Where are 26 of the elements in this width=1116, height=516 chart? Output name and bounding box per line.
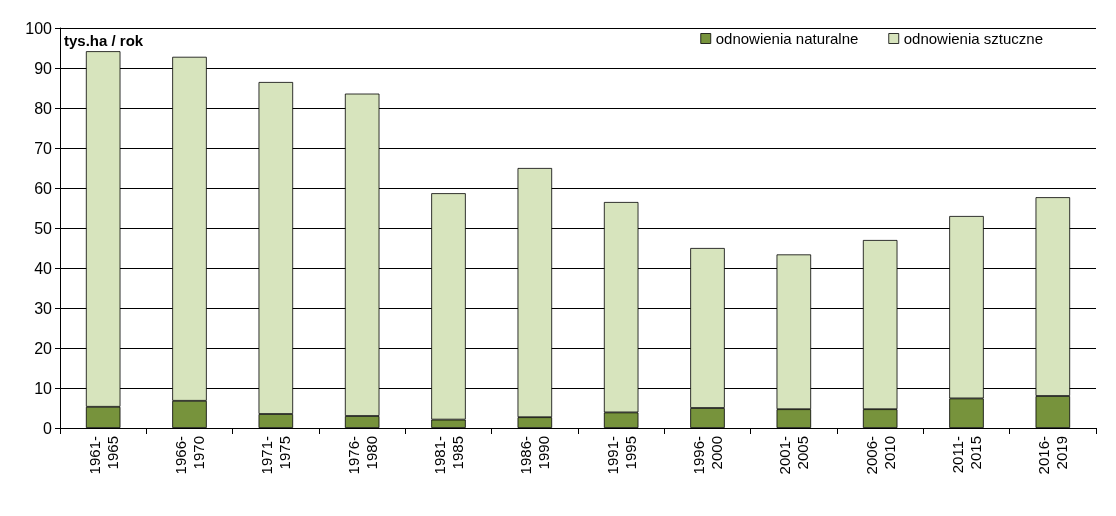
y-tick-label: 10 [34, 379, 53, 397]
x-tick-label: 1991- 1995 [603, 436, 639, 475]
x-tick-label: 2001- 2005 [776, 436, 812, 475]
x-tick-label: 1986- 1990 [517, 436, 553, 475]
x-tick-label: 2016- 2019 [1035, 436, 1071, 475]
x-tick-label: 1996- 2000 [690, 436, 725, 475]
y-tick-label: 70 [34, 139, 53, 157]
legend-label: odnowienia naturalne [715, 30, 859, 47]
x-tick-label: 2006- 2010 [862, 436, 898, 475]
x-tick-label: 2011- 2015 [949, 436, 984, 474]
y-tick-label: 0 [43, 419, 53, 437]
x-tick-label: 1976- 1980 [344, 436, 380, 475]
y-tick-label: 30 [34, 299, 53, 317]
x-tick-label: 1961- 1965 [85, 436, 121, 475]
x-tick-label: 1981- 1985 [431, 436, 466, 475]
y-tick-label: 80 [34, 99, 53, 117]
y-tick-label: 100 [25, 19, 53, 37]
x-tick-label: 1971- 1975 [258, 436, 294, 475]
x-tick-label: 1966- 1970 [172, 436, 207, 475]
legend-label: odnowienia sztuczne [903, 30, 1044, 47]
y-tick-label: 50 [34, 219, 53, 237]
y-tick-label: 60 [34, 179, 53, 197]
y-tick-label: 20 [34, 339, 53, 357]
y-tick-label: 40 [34, 259, 53, 277]
y-axis-title: tys.ha / rok [64, 32, 144, 49]
y-tick-label: 90 [34, 59, 53, 77]
